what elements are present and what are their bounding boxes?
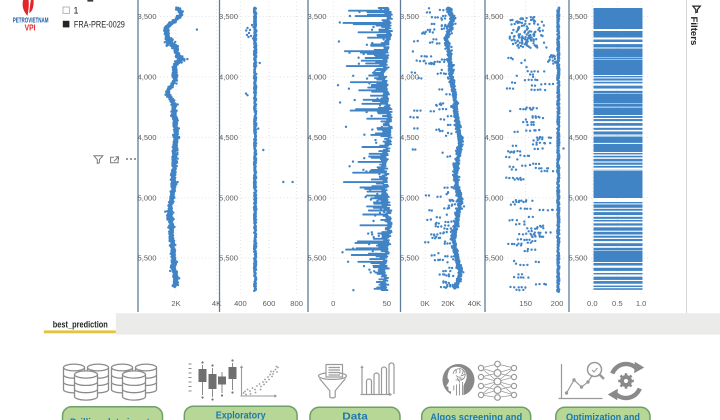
svg-text:400: 400 xyxy=(234,299,247,308)
svg-text:4,500: 4,500 xyxy=(484,133,503,142)
svg-text:0.5: 0.5 xyxy=(612,299,623,308)
svg-text:Drilling data inputs: Drilling data inputs xyxy=(70,417,155,420)
svg-text:4,500: 4,500 xyxy=(219,133,238,142)
svg-text:5,000: 5,000 xyxy=(568,193,587,202)
svg-text:Optimization and: Optimization and xyxy=(566,411,640,420)
svg-text:4,000: 4,000 xyxy=(137,73,156,82)
svg-text:5,500: 5,500 xyxy=(484,254,503,263)
svg-text:3,500: 3,500 xyxy=(137,12,156,21)
svg-text:5,000: 5,000 xyxy=(137,193,156,202)
svg-text:5,000: 5,000 xyxy=(307,193,326,202)
svg-text:4,000: 4,000 xyxy=(484,73,503,82)
svg-text:4,000: 4,000 xyxy=(219,73,238,82)
svg-text:4,500: 4,500 xyxy=(137,133,156,142)
svg-text:Filters: Filters xyxy=(688,17,699,46)
svg-text:VPI: VPI xyxy=(25,23,36,32)
svg-text:5,000: 5,000 xyxy=(400,193,419,202)
svg-text:PETROVIETNAM: PETROVIETNAM xyxy=(13,17,49,24)
svg-text:Exploratory: Exploratory xyxy=(216,409,266,420)
svg-text:5,500: 5,500 xyxy=(307,254,326,263)
svg-text:4,500: 4,500 xyxy=(307,133,326,142)
svg-text:150: 150 xyxy=(519,299,532,308)
svg-text:4,000: 4,000 xyxy=(568,73,587,82)
svg-text:4K: 4K xyxy=(212,299,221,308)
svg-text:1.0: 1.0 xyxy=(636,299,647,308)
svg-text:40K: 40K xyxy=(468,299,482,308)
svg-text:2K: 2K xyxy=(171,299,180,308)
svg-text:5,000: 5,000 xyxy=(219,193,238,202)
svg-text:0K: 0K xyxy=(420,299,429,308)
svg-text:0: 0 xyxy=(331,299,335,308)
svg-text:4,000: 4,000 xyxy=(307,73,326,82)
svg-text:4,500: 4,500 xyxy=(568,133,587,142)
svg-text:best_prediction: best_prediction xyxy=(53,319,108,329)
svg-text:3,500: 3,500 xyxy=(484,12,503,21)
svg-text:5,500: 5,500 xyxy=(219,254,238,263)
svg-text:800: 800 xyxy=(290,299,303,308)
svg-text:5,500: 5,500 xyxy=(137,254,156,263)
svg-text:20K: 20K xyxy=(441,299,455,308)
svg-text:0.0: 0.0 xyxy=(587,299,598,308)
svg-text:50: 50 xyxy=(383,299,391,308)
svg-text:3,500: 3,500 xyxy=(568,12,587,21)
svg-text:5,500: 5,500 xyxy=(400,254,419,263)
svg-text:3,500: 3,500 xyxy=(307,12,326,21)
svg-text:4,500: 4,500 xyxy=(400,133,419,142)
svg-text:Algos screening and: Algos screening and xyxy=(430,411,522,420)
svg-text:Data: Data xyxy=(342,411,368,420)
svg-text:3,500: 3,500 xyxy=(219,12,238,21)
svg-text:1: 1 xyxy=(73,6,78,16)
svg-text:200: 200 xyxy=(551,299,564,308)
svg-text:3,500: 3,500 xyxy=(400,12,419,21)
svg-text:5,000: 5,000 xyxy=(484,193,503,202)
svg-text:5,500: 5,500 xyxy=(568,254,587,263)
svg-text:4,000: 4,000 xyxy=(400,73,419,82)
svg-text:FRA-PRE-0029: FRA-PRE-0029 xyxy=(74,19,125,29)
svg-text:600: 600 xyxy=(263,299,276,308)
